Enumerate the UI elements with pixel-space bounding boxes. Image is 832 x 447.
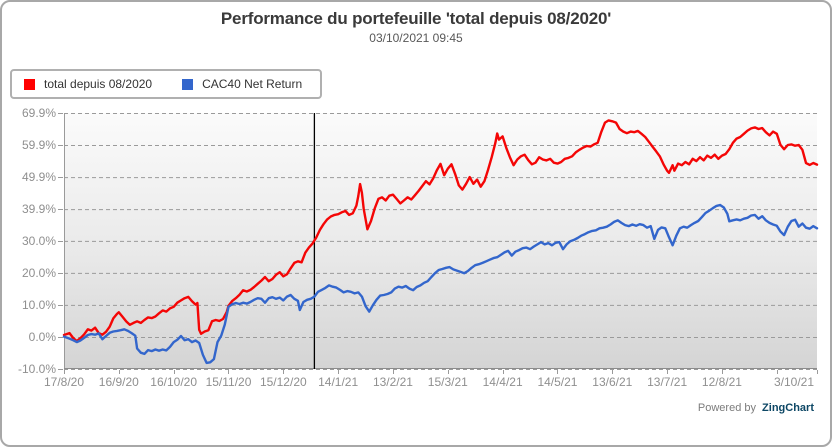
y-tick-label: 59.9%: [21, 138, 56, 153]
y-axis-tick: [58, 240, 63, 242]
series-line-cac40: [62, 203, 819, 365]
x-axis-tick: [447, 370, 449, 374]
x-axis-tick: [118, 370, 120, 374]
legend-swatch-red: [24, 78, 35, 90]
x-tick-label: 3/10/21: [773, 375, 815, 389]
y-axis-tick: [58, 209, 63, 211]
x-axis-tick: [776, 370, 778, 374]
legend-label-cac40: CAC40 Net Return: [202, 77, 303, 91]
x-tick-label: 14/5/21: [537, 375, 578, 389]
x-axis-tick: [228, 370, 230, 374]
legend-label-total: total depuis 08/2020: [44, 77, 153, 91]
x-tick-label: 14/1/21: [318, 375, 359, 389]
x-axis-tick: [667, 370, 669, 374]
x-axis-tick: [721, 370, 723, 374]
y-axis-tick: [58, 113, 63, 114]
y-axis-tick: [58, 145, 63, 147]
legend: total depuis 08/2020 CAC40 Net Return: [10, 69, 323, 99]
x-tick-label: 12/8/21: [701, 375, 742, 389]
y-tick-label: 69.9%: [21, 106, 56, 120]
plot-area-background: [64, 113, 817, 369]
y-tick-label: 20.0%: [21, 265, 56, 280]
y-axis-tick: [58, 304, 63, 306]
x-axis-tick: [817, 370, 818, 374]
x-axis-tick: [283, 370, 285, 374]
y-tick-label: 39.9%: [21, 202, 56, 217]
powered-by-text: Powered by: [697, 402, 756, 414]
x-axis-tick: [338, 370, 340, 374]
y-tick-label: 10.0%: [21, 297, 56, 312]
x-tick-label: 16/9/20: [98, 375, 139, 389]
chart-canvas: [62, 113, 819, 370]
x-tick-label: 15/12/20: [259, 375, 307, 389]
y-axis-tick: [58, 272, 63, 274]
chart-subtitle: 03/10/2021 09:45: [369, 31, 463, 45]
y-tick-label: 0.0%: [28, 329, 56, 344]
x-tick-label: 15/11/20: [205, 375, 252, 389]
footer: Powered by ZingChart: [698, 402, 814, 414]
x-tick-label: 13/7/21: [647, 375, 688, 389]
legend-swatch-blue: [182, 78, 194, 90]
y-tick-label: 30.0%: [21, 233, 56, 248]
x-axis-tick: [64, 370, 65, 374]
x-axis-tick: [173, 370, 175, 374]
y-axis-tick: [58, 336, 63, 338]
legend-item-total[interactable]: total depuis 08/2020: [24, 77, 152, 91]
x-axis-tick: [502, 370, 504, 374]
chart-title: Performance du portefeuille 'total depui…: [220, 9, 612, 28]
x-axis-tick: [557, 370, 559, 374]
y-tick-label: -10.0%: [17, 362, 56, 376]
x-tick-label: 16/10/20: [150, 375, 198, 389]
x-tick-label: 14/4/21: [482, 375, 523, 389]
y-axis-tick: [58, 177, 63, 179]
x-tick-label: 17/8/20: [43, 375, 85, 389]
x-axis-tick: [612, 370, 614, 374]
x-tick-label: 13/6/21: [592, 375, 633, 389]
x-tick-label: 15/3/21: [427, 375, 468, 389]
y-axis-tick: [58, 369, 63, 370]
x-tick-label: 13/2/21: [372, 375, 413, 389]
series-line-total: [62, 119, 819, 343]
y-tick-label: 49.9%: [21, 170, 56, 185]
legend-item-cac40[interactable]: CAC40 Net Return: [182, 77, 302, 91]
x-axis-tick: [392, 370, 394, 374]
zingchart-link[interactable]: ZingChart: [762, 402, 814, 414]
